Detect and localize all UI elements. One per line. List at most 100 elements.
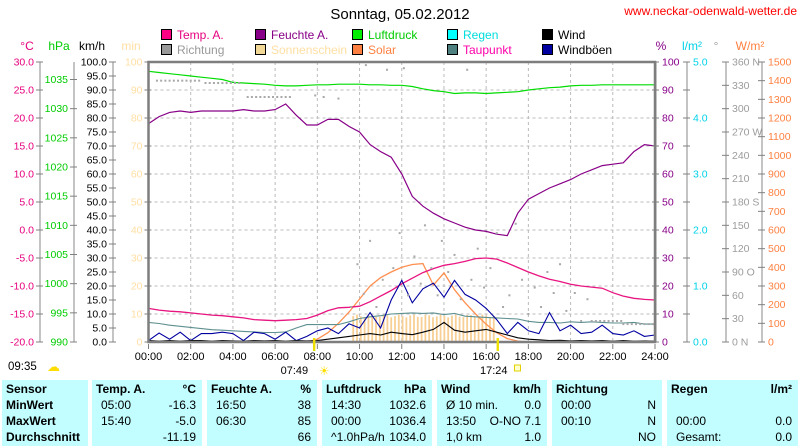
series-sonnenschein — [352, 314, 495, 342]
legend-item-sonnenschein: Sonnenschein — [255, 44, 347, 56]
svg-text:80.0: 80.0 — [87, 113, 108, 125]
svg-text:100: 100 — [768, 318, 786, 330]
svg-text:995: 995 — [50, 307, 68, 319]
series-richtung — [155, 64, 654, 326]
svg-text:20: 20 — [662, 281, 674, 293]
page-title: Sonntag, 05.02.2012 — [330, 6, 470, 23]
legend-label: Luftdruck — [368, 28, 418, 42]
axis-lm2: 5.0 4.0 3.0 2.0 1.0 0.0 — [683, 57, 708, 349]
cell-value: 1032.6 — [389, 398, 426, 412]
svg-text:90.0: 90.0 — [87, 85, 108, 97]
sunset-time: 17:24 — [480, 365, 508, 377]
col-unit: l/m² — [770, 382, 792, 396]
svg-text:5.0: 5.0 — [693, 57, 708, 69]
table-row: Ø 10 min. 0.0 — [437, 397, 547, 413]
cell-time: 05:00 — [101, 398, 132, 412]
svg-text:200: 200 — [768, 299, 786, 311]
legend-swatch-richtung — [161, 44, 172, 55]
svg-text:1300: 1300 — [768, 94, 792, 106]
svg-text:100: 100 — [125, 57, 143, 69]
table-row: 00:00 N — [552, 397, 662, 413]
table-col-feuchte-a: Feuchte A.% 16:50 38 06:30 85 66 — [207, 380, 317, 446]
svg-text:35.0: 35.0 — [87, 239, 108, 251]
svg-text:20.0: 20.0 — [87, 281, 108, 293]
svg-text:360 N: 360 N — [732, 57, 760, 69]
cell-value: 38 — [297, 398, 311, 412]
svg-text:600: 600 — [768, 225, 786, 237]
sun-annotations: 07:49 ☀ 17:24 09:35 ☁ — [8, 338, 521, 378]
col-unit: % — [300, 382, 311, 396]
legend-label: Sonnenschein — [271, 43, 348, 57]
site-url-link[interactable]: www.neckar-odenwald-wetter.de — [624, 4, 797, 18]
svg-text:10: 10 — [131, 309, 143, 321]
axis-unit-temp: °C — [20, 39, 34, 53]
legend-label: Solar — [368, 43, 397, 57]
svg-text:15.0: 15.0 — [87, 295, 108, 307]
svg-text:3.0: 3.0 — [693, 169, 708, 181]
row-label-minwert: MinWert — [6, 398, 54, 412]
svg-text:30.0: 30.0 — [87, 253, 108, 265]
cell-value: -11.19 — [162, 430, 196, 444]
table-header: Sensor — [6, 382, 47, 396]
cell-value: -5.0 — [175, 414, 196, 428]
legend-swatch-windb-en — [542, 44, 553, 55]
grid — [148, 62, 655, 342]
table-col-sensor: Sensor MinWert MaxWert Durchschnitt — [2, 380, 88, 446]
table-row: 15:40 -5.0 — [92, 413, 202, 429]
svg-text:70: 70 — [131, 141, 143, 153]
legend-item-feuchte-a: Feuchte A. — [255, 29, 328, 41]
svg-text:14:00: 14:00 — [430, 351, 458, 363]
svg-text:08:00: 08:00 — [304, 351, 332, 363]
svg-text:0: 0 — [768, 337, 774, 349]
svg-text:40.0: 40.0 — [87, 225, 108, 237]
svg-text:60: 60 — [131, 169, 143, 181]
table-row: ^1.0hPa/h 1034.0 — [322, 429, 432, 445]
svg-text:-10.0: -10.0 — [10, 281, 34, 293]
svg-text:10.0: 10.0 — [87, 309, 108, 321]
cell-time: 00:00 — [561, 398, 592, 412]
legend-swatch-luftdruck — [352, 29, 363, 40]
axis-deg: 360 N 330 300 270 W 240 210 180 S 150 120 90 O 60 3… — [722, 57, 762, 349]
svg-text:24:00: 24:00 — [641, 351, 669, 363]
col-title: Temp. A. — [96, 382, 146, 396]
sun-icon: ☀ — [319, 364, 330, 378]
legend-label: Feuchte A. — [271, 28, 329, 42]
table-row: 1,0 km 1.0 — [437, 429, 547, 445]
svg-text:800: 800 — [768, 187, 786, 199]
legend-item-temp-a: Temp. A. — [161, 29, 224, 41]
svg-text:0: 0 — [137, 337, 143, 349]
svg-text:0 N: 0 N — [732, 337, 748, 349]
axis-hpa: 1035 1030 1025 1020 1015 1010 1005 1000 995 990 — [45, 62, 77, 349]
table-row: -11.19 — [92, 429, 202, 445]
svg-text:12:00: 12:00 — [388, 351, 416, 363]
svg-text:5.0: 5.0 — [19, 197, 34, 209]
svg-text:06:00: 06:00 — [261, 351, 289, 363]
svg-text:80: 80 — [662, 113, 674, 125]
svg-text:40: 40 — [131, 225, 143, 237]
legend-swatch-feuchte-a — [255, 29, 266, 40]
svg-text:55.0: 55.0 — [87, 183, 108, 195]
cell-time: ^1.0hPa/h — [331, 430, 385, 444]
svg-text:100: 100 — [662, 57, 680, 69]
legend-swatch-regen — [447, 29, 458, 40]
svg-text:25.0: 25.0 — [14, 85, 35, 97]
svg-text:2.0: 2.0 — [693, 225, 708, 237]
svg-text:90: 90 — [662, 85, 674, 97]
cell-value: 0.0 — [524, 398, 541, 412]
svg-text:1100: 1100 — [768, 131, 791, 143]
svg-text:20: 20 — [131, 281, 143, 293]
cell-value: NO — [638, 430, 656, 444]
svg-text:300: 300 — [768, 281, 786, 293]
col-unit: hPa — [403, 382, 426, 396]
table-row: 13:50 O-NO 7.1 — [437, 413, 547, 429]
svg-text:30: 30 — [131, 253, 143, 265]
table-col-regen: Regen l/m² 00:00 0.0 Gesamt: 0.0 — [667, 380, 798, 446]
cell-time: 13:50 — [446, 414, 477, 428]
svg-text:20:00: 20:00 — [557, 351, 585, 363]
legend-swatch-taupunkt — [447, 44, 458, 55]
weather-chart: 30.0 25.0 20.0 15.0 10.0 5.0 0.0 -5.0 -10.0 -15.0… — [8, 57, 792, 379]
svg-text:150: 150 — [732, 220, 750, 232]
axis-unit-deg: ° — [713, 39, 719, 53]
col-title: Luftdruck — [326, 382, 382, 396]
svg-text:900: 900 — [768, 169, 786, 181]
